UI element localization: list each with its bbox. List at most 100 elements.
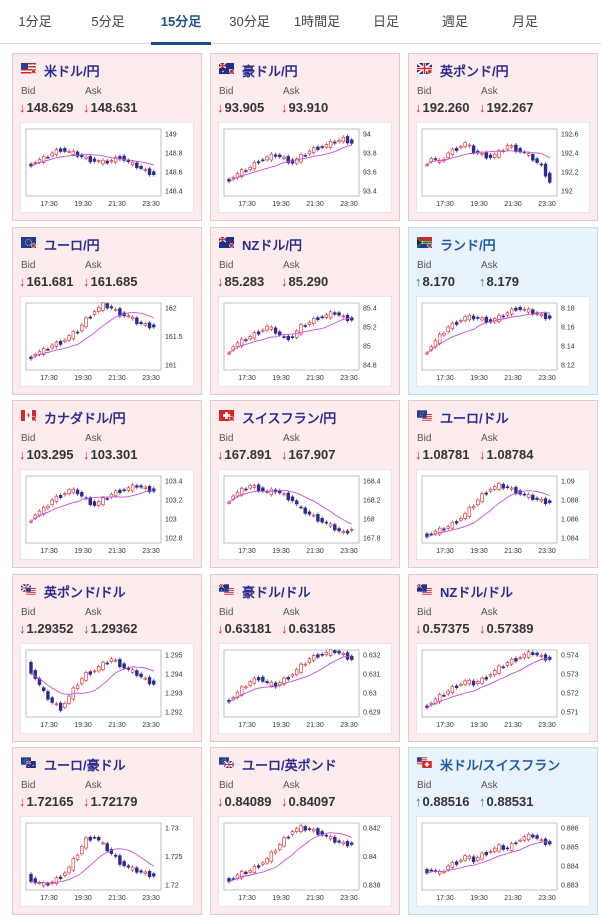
candle bbox=[350, 315, 354, 323]
tab-2[interactable]: 15分足 bbox=[145, 0, 217, 45]
pair-name[interactable]: 米ドル/スイスフラン bbox=[440, 758, 561, 773]
currency-card[interactable]: カナダドル/円 Bid Ask ↓103.295 ↓103.301 103.4 103.2 1… bbox=[12, 400, 202, 568]
bid-label: Bid bbox=[219, 607, 234, 618]
bid-rate: ↓1.72165 bbox=[19, 794, 74, 809]
candle bbox=[130, 315, 135, 321]
price-chart[interactable]: 103.4 103.2 103 102.8 17:30 19:30 21:30 23:30 bbox=[20, 469, 194, 560]
currency-card[interactable]: 英ポンド/円 Bid Ask ↓192.260 ↓192.267 192.6 192.4 19… bbox=[408, 53, 598, 221]
candle bbox=[239, 869, 244, 881]
candle bbox=[505, 845, 510, 851]
candle bbox=[143, 870, 148, 876]
tab-1[interactable]: 5分足 bbox=[91, 14, 125, 29]
candle bbox=[509, 841, 514, 853]
arrow-down-icon: ↓ bbox=[19, 794, 26, 809]
y-tick-label: 8.12 bbox=[561, 363, 575, 370]
x-tick-label: 19:30 bbox=[470, 895, 488, 902]
candle bbox=[139, 868, 143, 875]
price-chart[interactable]: 162 161.5 161 17:30 19:30 21:30 23:30 bbox=[20, 296, 194, 387]
candle bbox=[350, 840, 354, 847]
candle bbox=[459, 682, 463, 687]
pair-name[interactable]: ユーロ/円 bbox=[44, 238, 100, 253]
y-tick-label: 93.4 bbox=[363, 189, 377, 196]
tab-4[interactable]: 1時間足 bbox=[293, 14, 341, 29]
bid-label: Bid bbox=[21, 607, 36, 618]
currency-card[interactable]: ユーロ/英ポンド Bid Ask ↓0.84089 ↓0.84097 0.842 0.84 0… bbox=[210, 747, 400, 915]
currency-card[interactable]: 米ドル/円 Bid Ask ↓148.629 ↓148.631 149 148.8 148.6… bbox=[12, 53, 202, 221]
price-chart[interactable]: 192.6 192.4 192.2 192 17:30 19:30 21:30 23:30 bbox=[416, 122, 590, 213]
candle bbox=[29, 162, 33, 169]
price-chart[interactable]: 1.73 1.725 1.72 17:30 19:30 21:30 23:30 bbox=[20, 816, 194, 907]
price-chart[interactable]: 168.4 168.2 168 167.8 17:30 19:30 21:30 23:30 bbox=[218, 469, 392, 560]
pair-name[interactable]: NZドル/ドル bbox=[440, 585, 513, 600]
ask-value: 1.08784 bbox=[486, 447, 534, 462]
pair-name[interactable]: カナダドル/円 bbox=[44, 411, 126, 426]
arrow-up-icon: ↑ bbox=[415, 794, 422, 809]
tab-5[interactable]: 日足 bbox=[372, 14, 399, 29]
pair-name[interactable]: ユーロ/英ポンド bbox=[242, 758, 337, 773]
currency-card[interactable]: ユーロ/豪ドル Bid Ask ↓1.72165 ↓1.72179 1.73 1.725 1.… bbox=[12, 747, 202, 915]
currency-card[interactable]: NZドル/円 Bid Ask ↓85.283 ↓85.290 85.4 85.2 85 84.8… bbox=[210, 227, 400, 395]
pair-name[interactable]: 英ポンド/ドル bbox=[44, 585, 126, 600]
currency-card[interactable]: スイスフラン/円 Bid Ask ↓167.891 ↓167.907 168.4 168.2… bbox=[210, 400, 400, 568]
y-tick-label: 1.294 bbox=[165, 672, 183, 679]
price-chart[interactable]: 8.18 8.16 8.14 8.12 17:30 19:30 21:30 23:30 bbox=[416, 296, 590, 387]
y-tick-label: 1.72 bbox=[165, 883, 179, 890]
candle bbox=[316, 512, 320, 524]
pair-name[interactable]: 豪ドル/ドル bbox=[242, 585, 311, 600]
x-tick-label: 21:30 bbox=[108, 895, 126, 902]
candle bbox=[227, 876, 231, 884]
candle bbox=[316, 315, 320, 322]
arrow-up-icon: ↑ bbox=[479, 274, 486, 289]
ask-rate: ↓1.29362 bbox=[83, 621, 138, 636]
x-tick-label: 21:30 bbox=[306, 895, 324, 902]
pair-name[interactable]: ランド/円 bbox=[440, 238, 496, 253]
x-tick-label: 19:30 bbox=[272, 201, 290, 208]
candle bbox=[67, 694, 71, 706]
pair-name[interactable]: ユーロ/豪ドル bbox=[44, 758, 126, 773]
price-chart[interactable]: 85.4 85.2 85 84.8 17:30 19:30 21:30 23:30 bbox=[218, 296, 392, 387]
price-chart[interactable]: 94 93.8 93.6 93.4 17:30 19:30 21:30 23:30 bbox=[218, 122, 392, 213]
price-chart[interactable]: 1.295 1.294 1.293 1.292 17:30 19:30 21:30 23:30 bbox=[20, 643, 194, 734]
pair-name[interactable]: 米ドル/円 bbox=[44, 64, 100, 79]
tab-6[interactable]: 週足 bbox=[441, 14, 468, 29]
currency-card[interactable]: 豪ドル/ドル Bid Ask ↓0.63181 ↓0.63185 0.632 0.631 0.… bbox=[210, 574, 400, 742]
price-chart[interactable]: 0.574 0.573 0.572 0.571 17:30 19:30 21:30 23:30 bbox=[416, 643, 590, 734]
candle bbox=[324, 142, 329, 150]
currency-card[interactable]: 米ドル/スイスフラン Bid Ask ↑0.88516 ↑0.88531 0.886 0.8… bbox=[408, 747, 598, 915]
price-chart[interactable]: 1.09 1.088 1.086 1.084 17:30 19:30 21:30 23:30 bbox=[416, 469, 590, 560]
pair-name[interactable]: 英ポンド/円 bbox=[440, 64, 509, 79]
pair-name[interactable]: スイスフラン/円 bbox=[242, 411, 337, 426]
pair-name[interactable]: 豪ドル/円 bbox=[242, 64, 298, 79]
candle bbox=[265, 679, 269, 685]
currency-card[interactable]: ランド/円 Bid Ask ↑8.170 ↑8.179 8.18 8.16 8.14 8.12 1… bbox=[408, 227, 598, 395]
currency-card[interactable]: ユーロ/円 Bid Ask ↓161.681 ↓161.685 162 161.5 161 17… bbox=[12, 227, 202, 395]
price-chart[interactable]: 0.842 0.84 0.838 17:30 19:30 21:30 23:30 bbox=[218, 816, 392, 907]
currency-card[interactable]: ユーロ/ドル Bid Ask ↓1.08781 ↓1.08784 1.09 1.088 1.0… bbox=[408, 400, 598, 568]
y-tick-label: 0.572 bbox=[561, 691, 579, 698]
candle bbox=[299, 152, 303, 164]
candle bbox=[514, 656, 518, 664]
price-chart[interactable]: 149 148.8 148.6 148.4 17:30 19:30 21:30 23:30 bbox=[20, 122, 194, 213]
x-tick-label: 23:30 bbox=[340, 201, 358, 208]
pair-name[interactable]: ユーロ/ドル bbox=[440, 411, 509, 426]
candle bbox=[454, 320, 459, 327]
plot-frame bbox=[25, 128, 162, 197]
candle bbox=[307, 509, 312, 517]
currency-card[interactable]: 英ポンド/ドル Bid Ask ↓1.29352 ↓1.29362 1.295 1.294 1… bbox=[12, 574, 202, 742]
candle bbox=[269, 487, 274, 497]
arrow-down-icon: ↓ bbox=[217, 447, 224, 462]
tab-0[interactable]: 1分足 bbox=[18, 14, 52, 29]
y-tick-label: 0.838 bbox=[363, 883, 381, 890]
currency-card[interactable]: 豪ドル/円 Bid Ask ↓93.905 ↓93.910 94 93.8 93.6 93.4 1… bbox=[210, 53, 400, 221]
tab-3[interactable]: 30分足 bbox=[229, 14, 270, 29]
tab-7[interactable]: 月足 bbox=[511, 14, 538, 29]
ask-value: 0.57389 bbox=[486, 621, 534, 636]
flag-icon-ukus bbox=[21, 584, 36, 595]
price-chart[interactable]: 0.886 0.885 0.884 0.883 17:30 19:30 21:30 23:30 bbox=[416, 816, 590, 907]
candle bbox=[320, 829, 324, 838]
currency-card[interactable]: NZドル/ドル Bid Ask ↓0.57375 ↓0.57389 0.574 0.573 0… bbox=[408, 574, 598, 742]
price-chart[interactable]: 0.632 0.631 0.63 0.629 17:30 19:30 21:30 23:30 bbox=[218, 643, 392, 734]
candle bbox=[147, 675, 152, 686]
y-tick-label: 85.2 bbox=[363, 325, 377, 332]
pair-name[interactable]: NZドル/円 bbox=[242, 238, 302, 253]
